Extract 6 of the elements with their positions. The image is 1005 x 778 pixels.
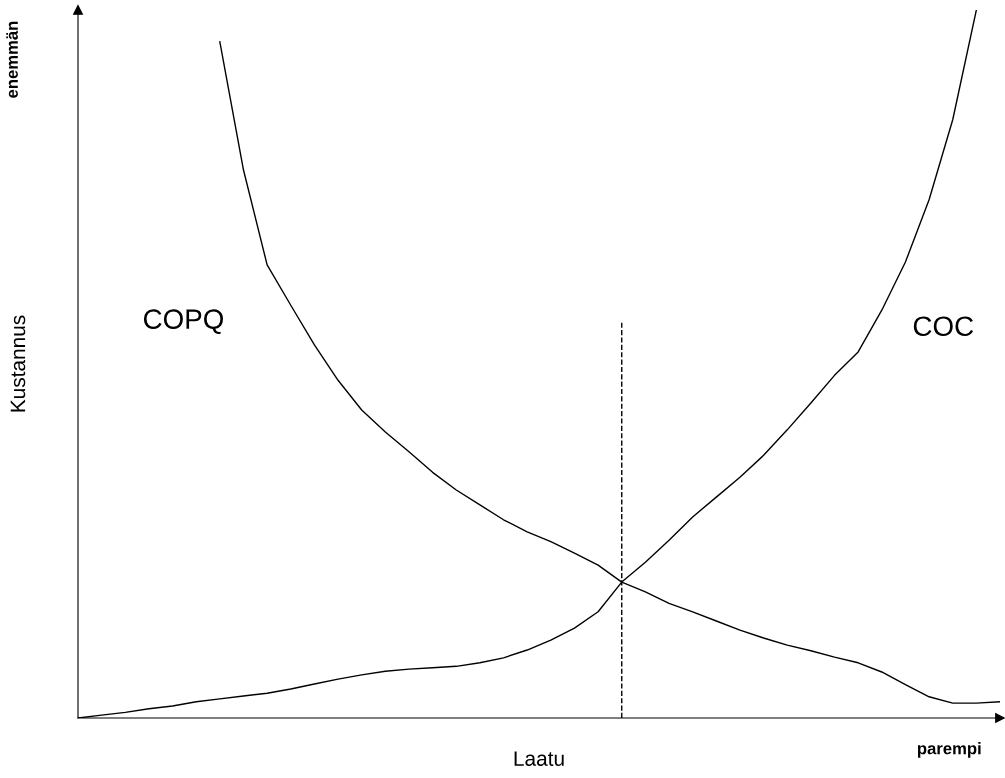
text: enemmän bbox=[6, 21, 18, 98]
y-axis-title: Kustannus bbox=[10, 315, 26, 412]
text: COPQ bbox=[143, 309, 224, 334]
series-label: COC bbox=[913, 316, 974, 337]
x-axis-title: Laatu bbox=[514, 751, 564, 766]
text: parempi bbox=[917, 742, 981, 758]
